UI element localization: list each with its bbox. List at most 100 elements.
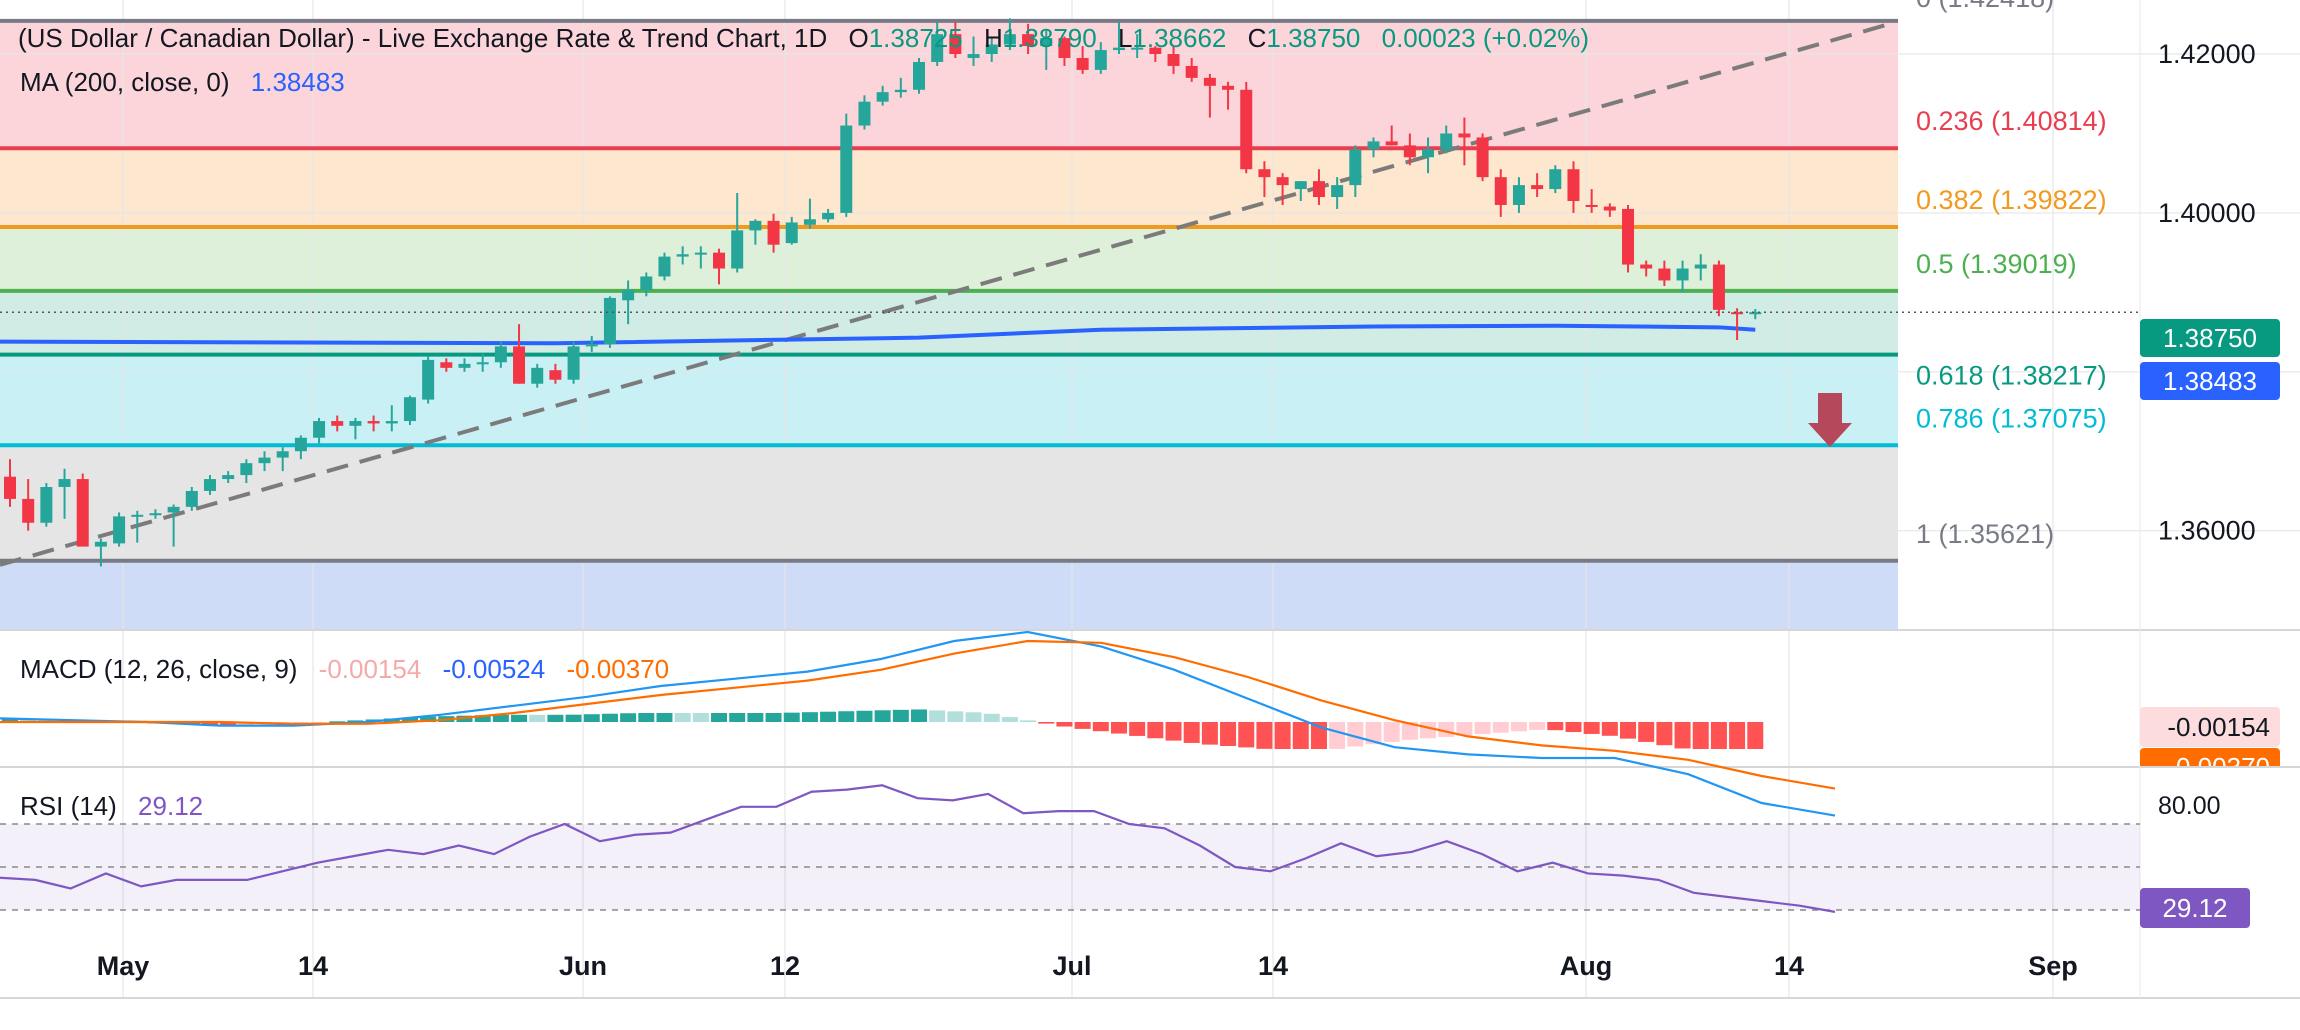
macd-hist-badge: -0.00154	[2140, 707, 2280, 747]
fib-label-0.382: 0.382 (1.39822)	[1916, 185, 2107, 215]
macd-hist-bar	[401, 717, 418, 722]
macd-legend[interactable]: MACD (12, 26, close, 9) -0.00154 -0.0052…	[20, 654, 669, 684]
candle	[1676, 260, 1689, 293]
candle	[749, 219, 762, 245]
time-tick: 14	[1774, 951, 1804, 981]
candle	[785, 216, 798, 245]
svg-text:-0.00370: -0.00370	[2167, 752, 2270, 782]
candle	[1276, 173, 1289, 205]
candle	[94, 538, 107, 567]
candle	[694, 246, 707, 269]
candle	[367, 415, 380, 432]
macd-hist-bar	[1256, 722, 1273, 749]
macd-hist-bar	[220, 722, 237, 726]
candle	[476, 353, 489, 372]
candle	[1712, 260, 1725, 317]
candle	[58, 468, 71, 519]
candle	[549, 363, 562, 384]
candle	[731, 193, 744, 273]
macd-hist-bar	[874, 710, 891, 722]
macd-hist-bar	[1547, 722, 1564, 731]
macd-histogram	[2, 709, 1764, 749]
macd-hist-bar	[1183, 722, 1200, 743]
macd-hist-bar	[492, 714, 509, 722]
candle	[1185, 57, 1198, 82]
time-tick: 12	[770, 951, 800, 981]
fib-label-0.236: 0.236 (1.40814)	[1916, 106, 2107, 136]
price-axis: 1.42000 1.40000 1.36000	[2158, 39, 2256, 546]
macd-hist-bar	[801, 712, 818, 722]
candle	[603, 296, 616, 348]
price-tick: 1.42000	[2158, 39, 2256, 69]
candle	[1076, 46, 1089, 74]
header-legend: (US Dollar / Canadian Dollar) - Live Exc…	[18, 23, 1589, 53]
macd-hist-value: -0.00154	[319, 654, 422, 684]
macd-hist-bar	[638, 713, 655, 722]
candle	[1094, 42, 1107, 74]
macd-hist-bar	[20, 718, 37, 722]
macd-hist-bar	[1601, 722, 1618, 736]
macd-hist-bar	[547, 714, 564, 722]
candle	[931, 22, 944, 66]
price-tick: 1.40000	[2158, 198, 2256, 228]
candle	[1422, 137, 1435, 174]
candle	[1385, 125, 1398, 146]
rsi-legend[interactable]: RSI (14) 29.12	[20, 791, 203, 821]
candle	[440, 358, 453, 372]
macd-hist-bar	[656, 713, 673, 722]
candle	[822, 208, 835, 223]
candle	[203, 475, 216, 495]
macd-hist-bar	[1074, 722, 1091, 729]
price-tick: 1.36000	[2158, 516, 2256, 546]
candlesticks	[4, 18, 1762, 567]
vertical-grid	[122, 0, 2054, 998]
candle	[513, 324, 526, 384]
candle	[713, 248, 726, 285]
candle	[276, 447, 289, 472]
candle	[1403, 133, 1416, 166]
macd-hist-bar	[1129, 722, 1146, 736]
candle	[1476, 133, 1489, 182]
macd-hist-bar	[692, 713, 709, 722]
macd-hist-bar	[529, 714, 546, 722]
ma-price-badge: 1.38483	[2140, 362, 2280, 400]
last-price-badge: 1.38750	[2140, 319, 2280, 357]
svg-text:-0.00154: -0.00154	[2167, 712, 2270, 742]
time-tick: Aug	[1560, 951, 1612, 981]
fib-band-0.5	[0, 290, 1898, 355]
candle	[22, 479, 35, 531]
rsi-legend-value: 29.12	[138, 791, 203, 821]
candle	[567, 341, 580, 384]
macd-hist-bar	[1165, 722, 1182, 741]
macd-hist-bar	[1620, 722, 1637, 739]
candle	[331, 415, 344, 432]
macd-hist-bar	[1692, 722, 1709, 749]
macd-hist-bar	[674, 713, 691, 722]
ma-legend[interactable]: MA (200, close, 0) 1.38483	[20, 67, 345, 97]
macd-hist-bar	[820, 711, 837, 722]
candle	[4, 459, 16, 507]
candle	[622, 280, 635, 325]
macd-hist-bar	[583, 714, 600, 722]
candle	[1494, 169, 1507, 217]
macd-hist-bar	[1456, 722, 1473, 736]
candle	[1349, 145, 1362, 198]
macd-signal-line	[0, 639, 1836, 790]
down-arrow-icon	[1808, 393, 1852, 447]
candle	[1203, 73, 1216, 118]
change-value: 0.00023 (+0.02%)	[1382, 23, 1589, 53]
macd-hist-bar	[856, 710, 873, 722]
low-value: 1.38662	[1132, 23, 1226, 53]
candle	[403, 395, 416, 426]
candle	[240, 459, 253, 484]
macd-line	[0, 630, 1836, 817]
trendline[interactable]	[0, 21, 1891, 567]
candle	[967, 36, 980, 66]
svg-text:29.12: 29.12	[2162, 893, 2227, 923]
candle	[1222, 81, 1235, 110]
rsi-badge: 29.12	[2140, 888, 2250, 928]
macd-hist-bar	[838, 711, 855, 722]
macd-hist-bar	[1583, 722, 1600, 734]
candle	[385, 405, 398, 432]
